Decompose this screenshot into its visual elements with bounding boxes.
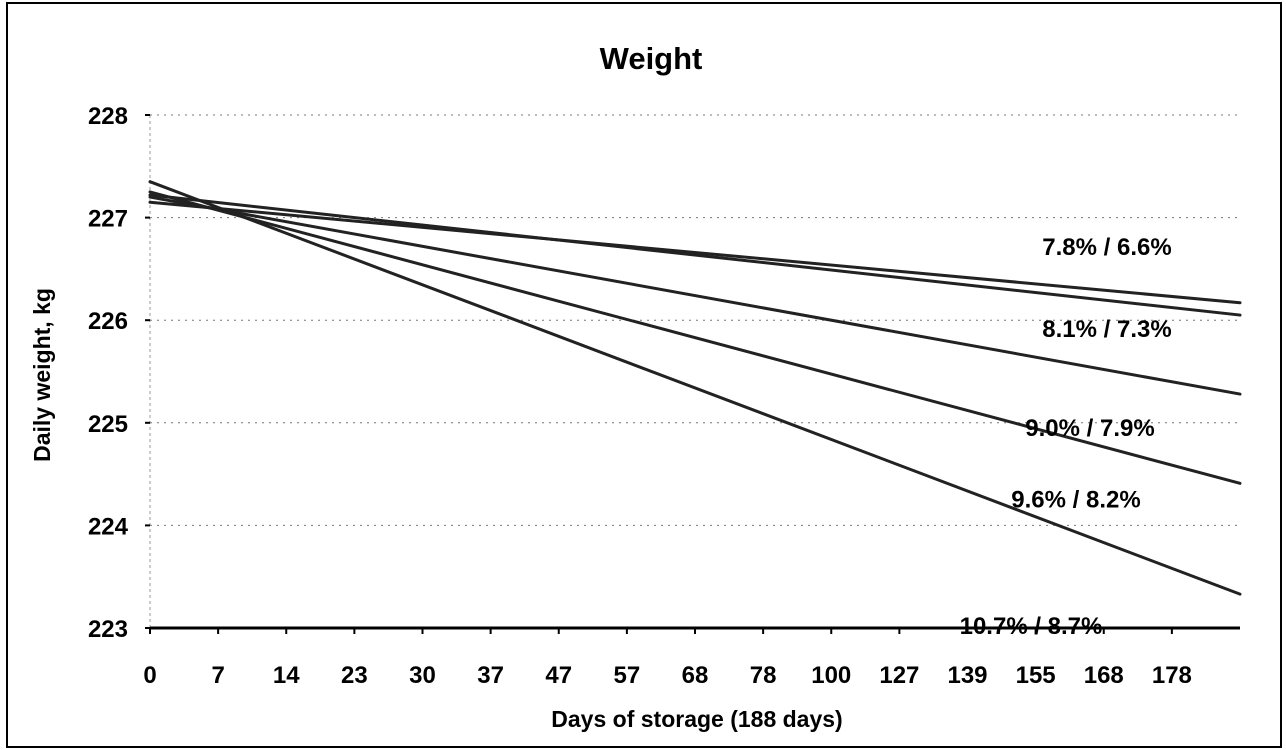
series-label: 9.0% / 7.9% [1025, 415, 1154, 442]
series-lines [148, 180, 1242, 596]
series-label: 7.8% / 6.6% [1042, 234, 1171, 261]
x-tick-label: 37 [477, 662, 504, 689]
y-tick-label: 223 [88, 616, 128, 643]
x-tick-label: 7 [211, 662, 224, 689]
y-tick-label: 226 [88, 308, 128, 335]
series-label: 10.7% / 8.7% [960, 613, 1103, 640]
y-axis-label: Daily weight, kg [29, 288, 55, 462]
x-tick-label: 47 [545, 662, 572, 689]
y-tick-label: 225 [88, 411, 128, 438]
chart-title: Weight [600, 41, 703, 76]
x-tick-label: 168 [1084, 662, 1124, 689]
y-tick-label: 224 [88, 513, 129, 540]
x-tick-label: 30 [409, 662, 436, 689]
series-labels: 7.8% / 6.6% 8.1% / 7.3% 9.0% / 7.9% 9.6% / … [960, 234, 1172, 640]
x-tick-label: 78 [750, 662, 777, 689]
series-line [148, 195, 1242, 396]
series-line [148, 200, 1242, 305]
series-label: 9.6% / 8.2% [1011, 486, 1140, 513]
x-tick-label: 14 [273, 662, 300, 689]
series-line [148, 190, 1242, 485]
x-axis-ticks: 0 7 14 23 30 37 47 57 68 78 100 127 139 155 168 178 [143, 628, 1192, 689]
series-line [148, 180, 1242, 596]
y-tick-label: 227 [88, 206, 128, 233]
x-axis-label: Days of storage (188 days) [551, 706, 842, 732]
x-tick-label: 68 [682, 662, 709, 689]
chart-frame [6, 2, 1282, 748]
x-tick-label: 155 [1016, 662, 1056, 689]
x-tick-label: 127 [879, 662, 919, 689]
x-tick-label: 57 [614, 662, 641, 689]
axes [149, 115, 1240, 630]
y-axis-ticks: 223 224 225 226 227 228 [88, 103, 150, 643]
x-tick-label: 100 [811, 662, 851, 689]
series-line [148, 193, 1242, 317]
x-tick-label: 0 [143, 662, 156, 689]
x-tick-label: 139 [947, 662, 987, 689]
y-tick-label: 228 [88, 103, 128, 130]
x-tick-label: 23 [341, 662, 368, 689]
series-label: 8.1% / 7.3% [1042, 316, 1171, 343]
x-tick-label: 178 [1152, 662, 1192, 689]
